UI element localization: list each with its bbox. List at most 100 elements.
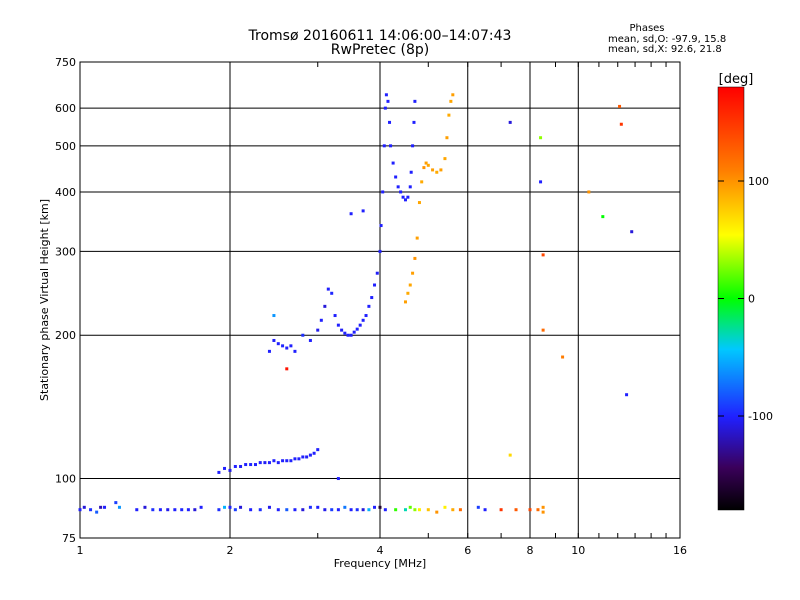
data-point <box>417 201 421 205</box>
data-point <box>447 113 451 117</box>
data-point <box>388 120 392 124</box>
data-point <box>316 448 320 452</box>
data-point <box>413 99 417 103</box>
data-point <box>114 501 118 505</box>
data-point <box>443 157 447 161</box>
data-point <box>408 505 412 509</box>
data-point <box>293 349 297 353</box>
data-point <box>135 508 139 512</box>
data-point <box>449 99 453 103</box>
data-point <box>285 346 289 350</box>
data-point <box>267 461 271 465</box>
data-point <box>408 185 412 189</box>
data-point <box>426 508 430 512</box>
data-point <box>343 331 347 335</box>
data-point <box>199 505 203 509</box>
x-tick-label: 16 <box>673 544 687 557</box>
data-point <box>451 508 455 512</box>
data-point <box>483 508 487 512</box>
data-point <box>391 161 395 165</box>
chart-subtitle: RwPretec (8p) <box>331 42 429 58</box>
data-point <box>408 283 412 287</box>
data-point <box>326 287 330 291</box>
colorbar-tick-label: 100 <box>748 175 769 188</box>
data-point <box>539 180 543 184</box>
data-point <box>403 198 407 202</box>
data-point <box>233 508 237 512</box>
data-point <box>285 367 289 371</box>
data-point <box>508 120 512 124</box>
colorbar-tick-label: -100 <box>748 410 773 423</box>
data-point <box>301 333 305 337</box>
data-point <box>151 508 155 512</box>
data-point <box>166 508 170 512</box>
data-point <box>186 508 190 512</box>
data-point <box>336 477 340 481</box>
y-tick-label: 75 <box>62 532 76 545</box>
data-point <box>373 283 377 287</box>
data-point <box>301 508 305 512</box>
data-point <box>403 300 407 304</box>
data-point <box>319 318 323 322</box>
data-point <box>333 314 337 318</box>
data-point <box>601 215 605 219</box>
data-point <box>276 461 280 465</box>
y-axis-label: Stationary phase Virtual Height [km] <box>38 199 51 401</box>
series-f2-ordinary-trace <box>267 93 417 353</box>
phases-stats-o: mean, sd,O: -97.9, 15.8 <box>608 34 726 45</box>
data-point <box>308 453 312 457</box>
data-point <box>289 344 293 348</box>
x-tick-label: 4 <box>377 544 384 557</box>
data-point <box>349 333 353 337</box>
data-point <box>297 457 301 461</box>
x-axis-label: Frequency [MHz] <box>334 557 426 570</box>
data-point <box>301 455 305 459</box>
data-point <box>293 508 297 512</box>
data-point <box>355 508 359 512</box>
data-point <box>258 461 262 465</box>
data-point <box>352 330 356 334</box>
data-point <box>173 508 177 512</box>
x-tick-label: 2 <box>227 544 234 557</box>
data-point <box>435 170 439 174</box>
data-point <box>514 508 518 512</box>
data-point <box>384 93 388 97</box>
data-point <box>383 106 387 110</box>
data-point <box>508 453 512 457</box>
y-tick-label: 750 <box>55 56 76 69</box>
data-point <box>272 459 276 463</box>
colorbar-label: [deg] <box>719 72 754 87</box>
data-point <box>443 505 447 509</box>
data-point <box>323 304 327 308</box>
y-tick-label: 200 <box>55 329 76 342</box>
data-point <box>373 505 377 509</box>
data-point <box>451 93 455 97</box>
data-point <box>536 508 540 512</box>
data-point <box>180 508 184 512</box>
data-point <box>539 136 543 140</box>
data-point <box>336 508 340 512</box>
data-point <box>349 212 353 216</box>
data-point <box>389 144 393 148</box>
data-point <box>625 393 629 397</box>
data-point <box>355 327 359 331</box>
data-point <box>95 510 99 514</box>
data-point <box>143 505 147 509</box>
data-point <box>336 323 340 327</box>
data-point <box>323 508 327 512</box>
data-point <box>158 508 162 512</box>
data-point <box>541 510 545 514</box>
data-point <box>228 468 232 472</box>
data-point <box>272 338 276 342</box>
data-point <box>361 508 365 512</box>
data-point <box>293 457 297 461</box>
data-point <box>431 168 435 172</box>
data-point <box>103 505 107 509</box>
data-point <box>561 355 565 359</box>
data-point <box>458 508 462 512</box>
data-point <box>258 508 262 512</box>
data-point <box>193 508 197 512</box>
data-point <box>476 505 480 509</box>
data-points <box>78 93 634 514</box>
